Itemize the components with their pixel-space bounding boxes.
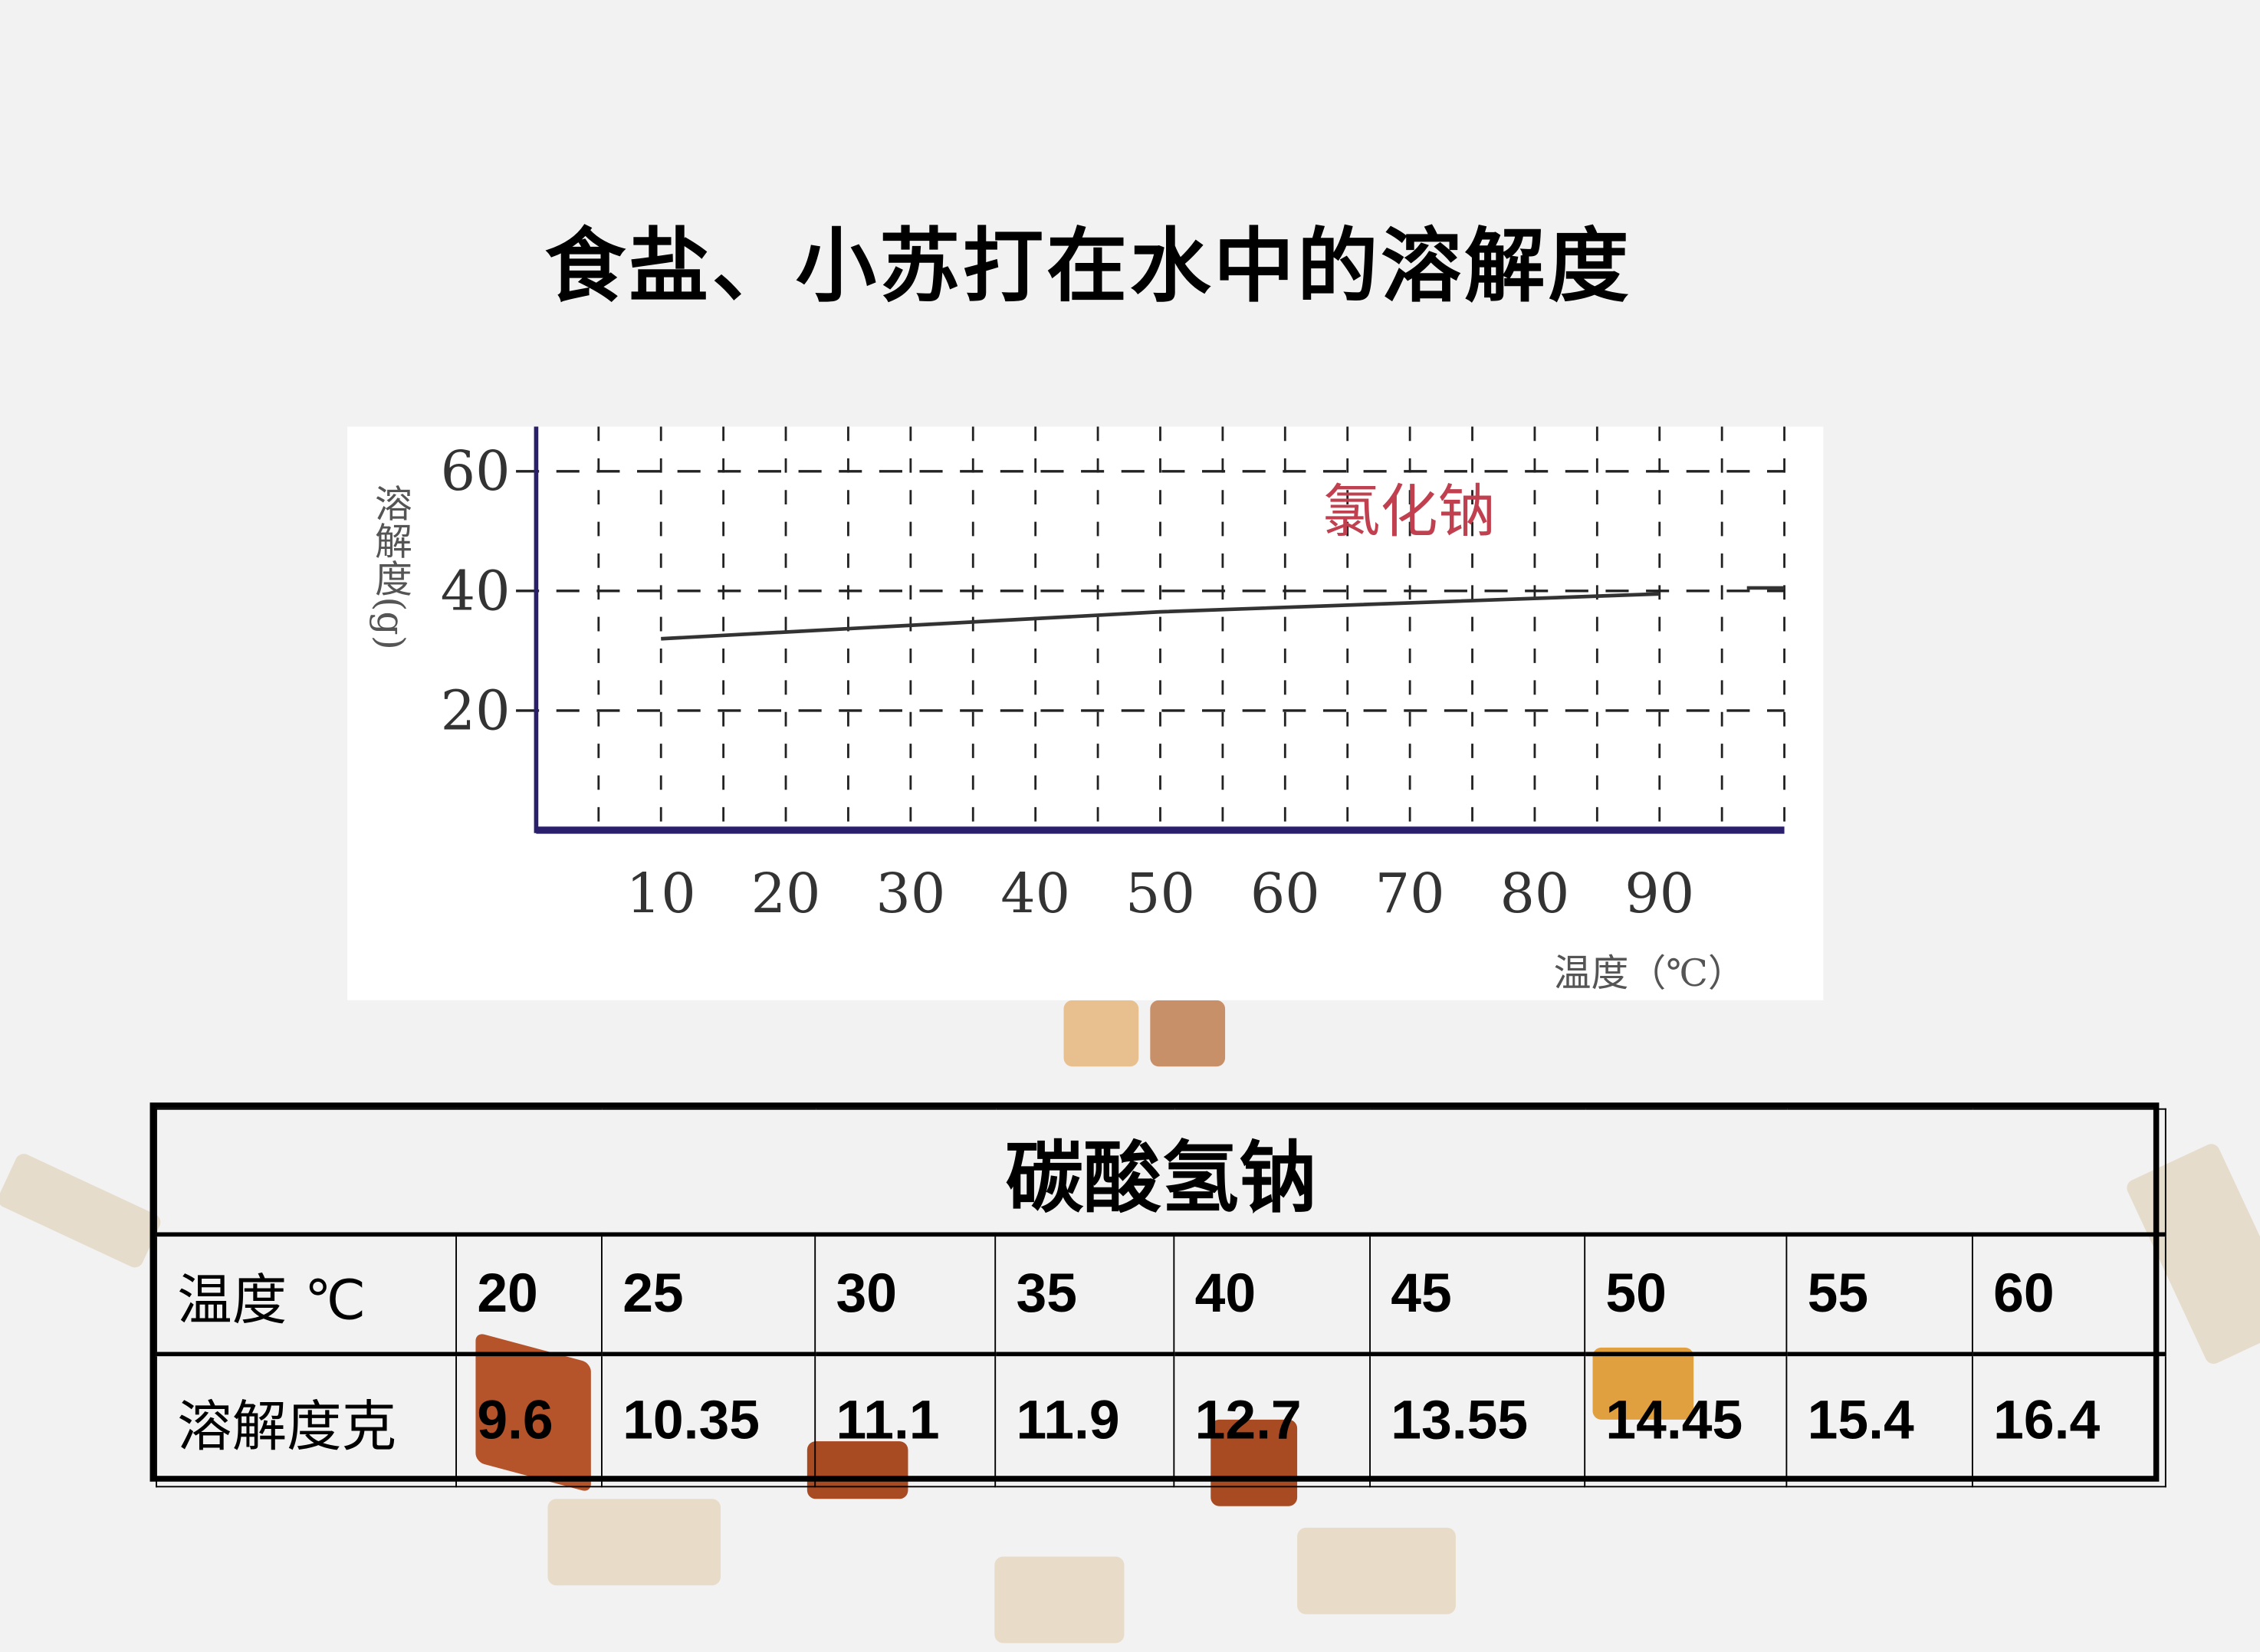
solubility-cell: 9.6	[456, 1354, 602, 1486]
temperature-cell: 50	[1585, 1234, 1786, 1354]
temperature-cell: 40	[1174, 1234, 1370, 1354]
x-tick-label: 50	[1125, 862, 1195, 925]
decor-brick	[994, 1557, 1124, 1644]
temperature-cell: 35	[995, 1234, 1174, 1354]
page-title: 食盐、小苏打在水中的溶解度	[0, 202, 2176, 318]
row-label: 溶解度克	[156, 1354, 456, 1486]
solubility-cell: 10.35	[602, 1354, 815, 1486]
decor-brick	[1150, 1000, 1225, 1066]
solubility-cell: 11.9	[995, 1354, 1174, 1486]
decor-brick	[1064, 1000, 1139, 1066]
x-tick-label: 10	[626, 862, 696, 925]
x-tick-label: 30	[875, 862, 945, 925]
decor-brick	[0, 1151, 163, 1271]
decor-brick	[1297, 1528, 1456, 1614]
decor-brick	[547, 1499, 721, 1585]
temperature-cell: 55	[1786, 1234, 1973, 1354]
solubility-cell: 14.45	[1585, 1354, 1786, 1486]
x-tick-label: 20	[751, 862, 821, 925]
series-label: 氯化钠	[1322, 478, 1496, 545]
solubility-cell: 12.7	[1174, 1354, 1370, 1486]
temperature-cell: 45	[1370, 1234, 1585, 1354]
chart-svg: 20 40 60 10 20 30 40 50 60 70 80 90 溶解度(g) 温度（℃） 氯化钠	[347, 427, 1823, 1000]
solubility-chart: 20 40 60 10 20 30 40 50 60 70 80 90 溶解度(g) 温度（℃） 氯化钠	[347, 427, 1823, 1000]
x-tick-label: 70	[1375, 862, 1445, 925]
temperature-cell: 20	[456, 1234, 602, 1354]
row-label: 温度 ℃	[156, 1234, 456, 1354]
solubility-cell: 11.1	[815, 1354, 995, 1486]
y-tick-label: 60	[441, 439, 511, 503]
x-tick-label: 90	[1624, 862, 1694, 925]
temperature-cell: 60	[1973, 1234, 2166, 1354]
x-tick-label: 60	[1250, 862, 1320, 925]
y-tick-label: 40	[441, 559, 511, 622]
temperature-cell: 30	[815, 1234, 995, 1354]
table-title: 碳酸氢钠	[156, 1109, 2166, 1235]
x-tick-label: 80	[1500, 862, 1569, 925]
series-line	[661, 594, 1660, 639]
solubility-cell: 15.4	[1786, 1354, 1973, 1486]
solubility-cell: 16.4	[1973, 1354, 2166, 1486]
solubility-cell: 13.55	[1370, 1354, 1585, 1486]
x-axis-label: 温度（℃）	[1554, 951, 1746, 995]
y-axis-label: 溶解度(g)	[369, 484, 412, 650]
x-tick-label: 40	[1000, 862, 1070, 925]
temperature-cell: 25	[602, 1234, 815, 1354]
y-tick-label: 20	[441, 678, 511, 742]
